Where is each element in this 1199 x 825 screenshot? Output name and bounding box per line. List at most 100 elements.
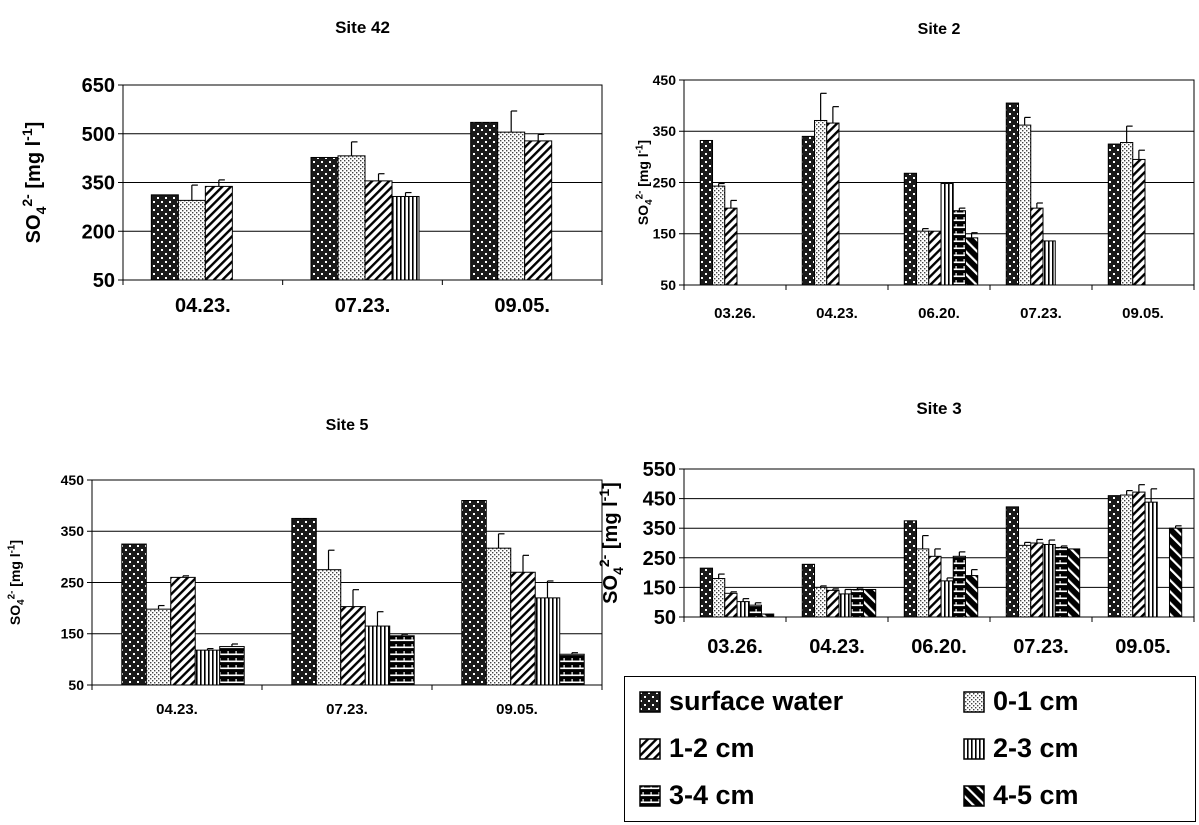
y-axis-label-part: [mg l	[635, 153, 651, 190]
y-axis-label: SO42- [mg l-1]	[19, 122, 49, 244]
bar-1-2-cm	[724, 592, 738, 618]
bar-surface-water	[1005, 506, 1020, 618]
bar-2-3-cm	[1042, 543, 1056, 618]
bar-3-4-cm	[219, 646, 245, 686]
y-tick-label: 650	[82, 75, 115, 97]
bar-0-1-cm	[814, 119, 828, 286]
y-tick-label: 550	[643, 459, 676, 481]
bar-0-1-cm	[1120, 142, 1134, 286]
chart-title: Site 3	[916, 399, 961, 418]
bar-3-4-cm	[389, 635, 415, 686]
bar-1-2-cm	[826, 589, 840, 618]
x-tick-label: 07.23.	[326, 701, 368, 718]
y-axis-label: SO42- [mg l-1]	[6, 540, 27, 625]
x-tick-label: 03.26.	[707, 636, 763, 658]
bar-2-3-cm	[194, 649, 221, 686]
bar-0-1-cm	[1018, 124, 1032, 286]
bar-0-1-cm	[1018, 544, 1032, 618]
bar-1-2-cm	[928, 555, 942, 618]
y-tick-label: 200	[82, 221, 115, 243]
y-axis-label-part: ]	[7, 540, 23, 545]
legend-item-1-2-cm: 1-2 cm	[639, 733, 755, 764]
y-axis-label-part: SO	[635, 205, 651, 225]
y-axis-label-part: [mg l	[23, 141, 45, 194]
x-tick-label: 07.23.	[1013, 636, 1069, 658]
y-axis-label-part: 4	[33, 206, 49, 214]
chart-title: Site 42	[335, 18, 390, 37]
bar-0-1-cm	[177, 199, 206, 281]
bar-0-1-cm	[145, 608, 172, 686]
legend-swatch-4-5-cm	[963, 784, 985, 807]
bar-1-2-cm	[1132, 491, 1146, 618]
bar-surface-water	[699, 139, 714, 286]
bar-surface-water	[310, 156, 339, 281]
bar-1-2-cm	[928, 230, 942, 286]
y-tick-label: 450	[653, 72, 677, 88]
y-axis-label-part: 4	[610, 567, 626, 575]
legend-swatch-0-1-cm	[963, 690, 985, 713]
legend-swatch-2-3-cm	[963, 737, 985, 760]
x-tick-label: 06.20.	[918, 305, 960, 322]
y-tick-label: 250	[643, 548, 676, 570]
bar-1-2-cm	[340, 606, 366, 686]
bar-4-5-cm	[760, 613, 775, 618]
y-axis-label-part: SO	[23, 214, 45, 243]
x-tick-label: 04.23.	[156, 701, 198, 718]
bar-2-3-cm	[534, 597, 561, 686]
y-axis-label-part: SO	[7, 605, 23, 625]
bar-surface-water	[801, 563, 816, 618]
bar-1-2-cm	[204, 185, 233, 281]
bar-3-4-cm	[1054, 546, 1068, 618]
y-axis-label-part: 2-	[19, 194, 35, 207]
x-tick-label: 04.23.	[175, 295, 231, 317]
y-tick-label: 450	[61, 472, 85, 488]
legend-label: 2-3 cm	[993, 733, 1079, 763]
y-axis-label-part: -1	[19, 128, 35, 141]
bar-0-1-cm	[485, 547, 512, 686]
bar-0-1-cm	[916, 230, 930, 286]
y-axis-label-part: -1	[596, 489, 612, 502]
y-axis-label-part: 2-	[6, 591, 17, 600]
bar-surface-water	[1005, 102, 1020, 286]
y-tick-label: 150	[61, 626, 85, 642]
y-tick-label: 50	[93, 270, 115, 292]
bar-surface-water	[699, 567, 714, 618]
bar-0-1-cm	[814, 586, 828, 618]
bar-3-4-cm	[748, 604, 762, 618]
y-tick-label: 50	[68, 677, 84, 693]
chart-site-5: Site 5 50 150 250 350 450 SO42- [mg l-1] 04.23.…	[6, 417, 603, 718]
y-axis-label-part: 2-	[634, 191, 645, 200]
bar-3-4-cm	[559, 653, 585, 686]
y-axis-label-part: 4	[644, 199, 655, 205]
legend-item-2-3-cm: 2-3 cm	[963, 733, 1079, 764]
legend-label: 0-1 cm	[993, 686, 1079, 716]
y-axis-label: SO42- [mg l-1]	[596, 482, 626, 604]
bar-surface-water	[121, 543, 147, 686]
bar-4-5-cm	[1168, 527, 1183, 618]
x-tick-label: 04.23.	[809, 636, 865, 658]
y-tick-label: 450	[643, 489, 676, 511]
y-tick-label: 250	[653, 174, 677, 190]
chart-site-2: Site 2 50 150 250 350 450 SO42- [mg l-1] 03.26.…	[634, 21, 1195, 322]
y-axis-label-part: ]	[635, 140, 651, 145]
chart-title: Site 5	[326, 417, 369, 434]
bar-2-3-cm	[364, 625, 391, 686]
bar-4-5-cm	[964, 237, 979, 286]
bar-1-2-cm	[1030, 542, 1044, 618]
y-tick-label: 350	[653, 123, 677, 139]
y-tick-label: 50	[654, 607, 676, 629]
x-tick-label: 07.23.	[335, 295, 391, 317]
bar-1-2-cm	[1030, 207, 1044, 286]
chart-title: Site 2	[918, 21, 961, 38]
legend-label: 4-5 cm	[993, 780, 1079, 810]
legend-label: surface water	[669, 686, 844, 716]
bar-surface-water	[461, 500, 487, 686]
bar-2-3-cm	[736, 601, 750, 618]
bar-2-3-cm	[1042, 240, 1056, 286]
bar-2-3-cm	[391, 195, 420, 281]
x-tick-label: 09.05.	[1122, 305, 1164, 322]
y-axis-label-part: 4	[16, 599, 27, 605]
y-axis-label-part: SO	[600, 575, 622, 604]
y-tick-label: 250	[61, 574, 85, 590]
